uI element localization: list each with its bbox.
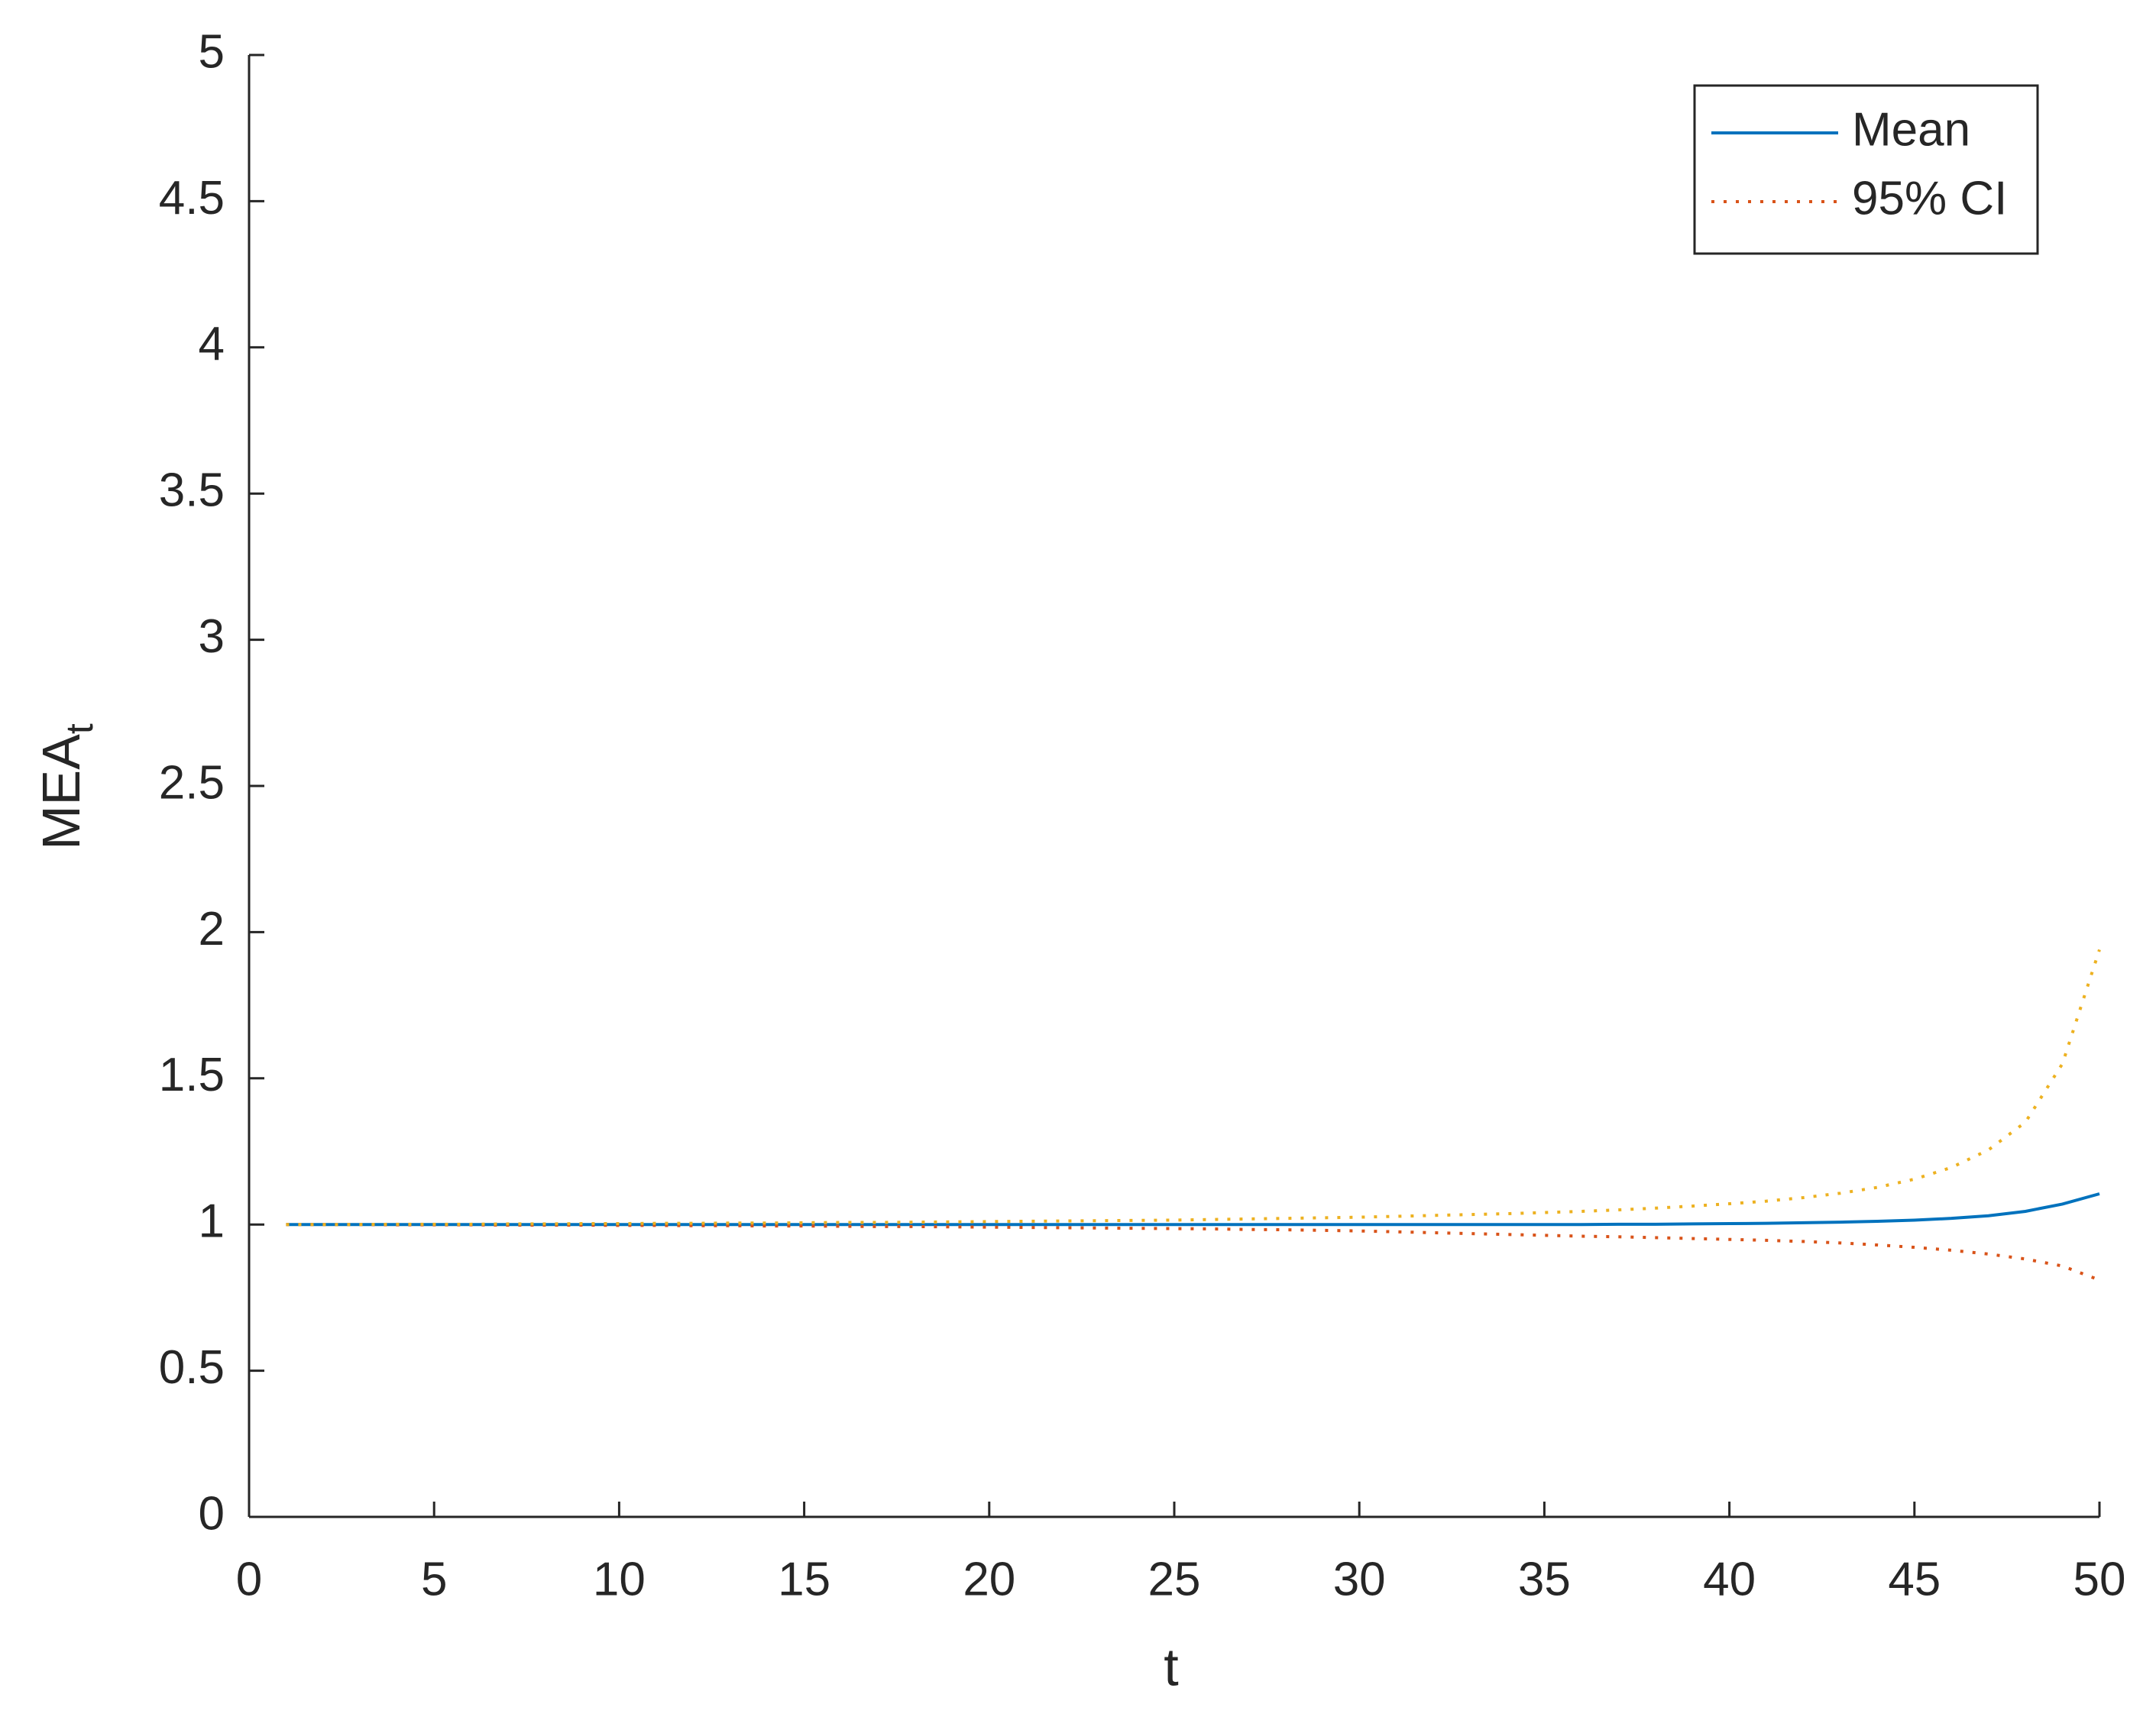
series-line — [286, 949, 2101, 1227]
series-line — [286, 1223, 2100, 1282]
x-tick-label: 40 — [1703, 1553, 1756, 1605]
x-tick-label: 30 — [1333, 1553, 1386, 1605]
y-label-main: MEA — [31, 734, 91, 850]
x-tick-label: 0 — [236, 1553, 262, 1605]
y-tick-label: 4 — [199, 318, 225, 370]
legend-label: Mean — [1852, 103, 1970, 156]
y-tick-label: 3.5 — [159, 464, 225, 517]
x-tick-label: 25 — [1148, 1553, 1201, 1605]
y-tick-label: 2.5 — [159, 756, 225, 809]
legend-box — [1693, 84, 2039, 255]
y-label-subscript: t — [58, 723, 101, 734]
y-tick-label: 3 — [199, 610, 225, 663]
y-tick-label: 1 — [199, 1195, 225, 1248]
series-line — [286, 1192, 2100, 1227]
x-tick-label: 5 — [421, 1553, 447, 1605]
x-tick-label: 10 — [593, 1553, 646, 1605]
x-tick-label: 35 — [1518, 1553, 1571, 1605]
y-tick-label: 0.5 — [159, 1341, 225, 1394]
x-tick-label: 15 — [778, 1553, 830, 1605]
x-tick-label: 50 — [2073, 1553, 2126, 1605]
y-tick-label: 4.5 — [159, 172, 225, 225]
y-tick-label: 2 — [199, 903, 225, 956]
x-axis-label: t — [1164, 1637, 1178, 1696]
legend-label: 95% CI — [1852, 172, 2007, 225]
x-tick-label: 20 — [963, 1553, 1015, 1605]
y-tick-label: 5 — [199, 25, 225, 78]
y-axis-label: MEAt — [31, 723, 101, 850]
y-tick-label: 0 — [199, 1487, 225, 1540]
x-tick-label: 45 — [1888, 1553, 1941, 1605]
y-tick-label: 1.5 — [159, 1049, 225, 1101]
